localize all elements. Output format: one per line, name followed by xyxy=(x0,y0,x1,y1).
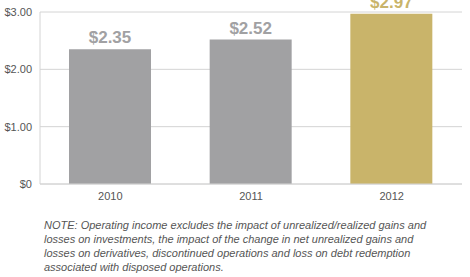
svg-text:$2.52: $2.52 xyxy=(229,19,272,38)
html-text:NOTE: Operating income exclude: NOTE: Operating income excludes the impa… xyxy=(44,219,427,273)
svg-text:$3.00: $3.00 xyxy=(8,6,32,18)
svg-text:$1.00: $1.00 xyxy=(8,121,32,133)
svg-text:$2.00: $2.00 xyxy=(8,63,32,75)
svg-text:2012: 2012 xyxy=(379,190,403,202)
svg-text:$2.97: $2.97 xyxy=(370,0,413,12)
svg-text:$0: $0 xyxy=(20,178,32,190)
svg-text:$2.35: $2.35 xyxy=(89,28,132,47)
svg-text:2010: 2010 xyxy=(98,190,122,202)
svg-text:2011: 2011 xyxy=(239,190,263,202)
